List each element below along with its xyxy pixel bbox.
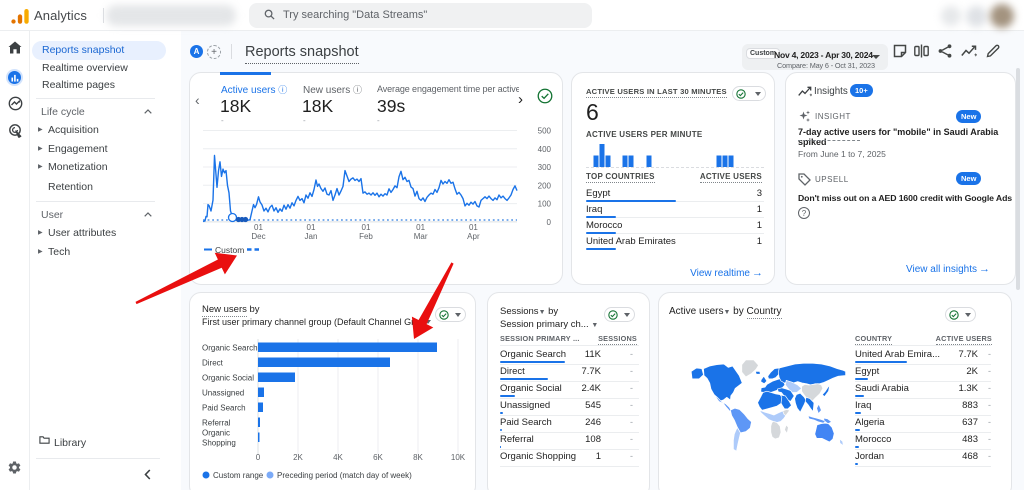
svg-text:8K: 8K	[413, 453, 423, 462]
svg-text:Referral: Referral	[202, 419, 231, 428]
svg-text:Organic Search: Organic Search	[202, 344, 258, 353]
svg-text:0: 0	[547, 218, 552, 227]
svg-text:Preceding period (match day of: Preceding period (match day of week)	[277, 471, 412, 480]
svg-text:0: 0	[256, 453, 261, 462]
svg-text:01: 01	[254, 223, 263, 232]
svg-text:Dec: Dec	[251, 232, 265, 241]
svg-text:Jan: Jan	[305, 232, 318, 241]
svg-text:2K: 2K	[293, 453, 303, 462]
svg-text:500: 500	[538, 127, 552, 136]
svg-text:10K: 10K	[451, 453, 466, 462]
svg-text:Shopping: Shopping	[202, 439, 236, 448]
svg-text:Mar: Mar	[414, 232, 428, 241]
svg-text:Direct: Direct	[202, 359, 224, 368]
svg-text:Organic: Organic	[202, 429, 230, 438]
svg-text:400: 400	[538, 145, 552, 154]
svg-text:01: 01	[469, 223, 478, 232]
svg-text:01: 01	[307, 223, 316, 232]
svg-text:4K: 4K	[333, 453, 343, 462]
svg-text:Custom range: Custom range	[213, 471, 264, 480]
svg-text:Feb: Feb	[359, 232, 373, 241]
svg-text:01: 01	[416, 223, 425, 232]
svg-text:100: 100	[538, 200, 552, 209]
svg-text:Custom: Custom	[215, 245, 244, 255]
svg-text:Apr: Apr	[467, 232, 480, 241]
svg-text:200: 200	[538, 181, 552, 190]
svg-text:Unassigned: Unassigned	[202, 389, 244, 398]
svg-text:6K: 6K	[373, 453, 383, 462]
svg-text:Organic Social: Organic Social	[202, 374, 254, 383]
svg-text:01: 01	[362, 223, 371, 232]
svg-text:Paid Search: Paid Search	[202, 404, 246, 413]
svg-text:300: 300	[538, 163, 552, 172]
